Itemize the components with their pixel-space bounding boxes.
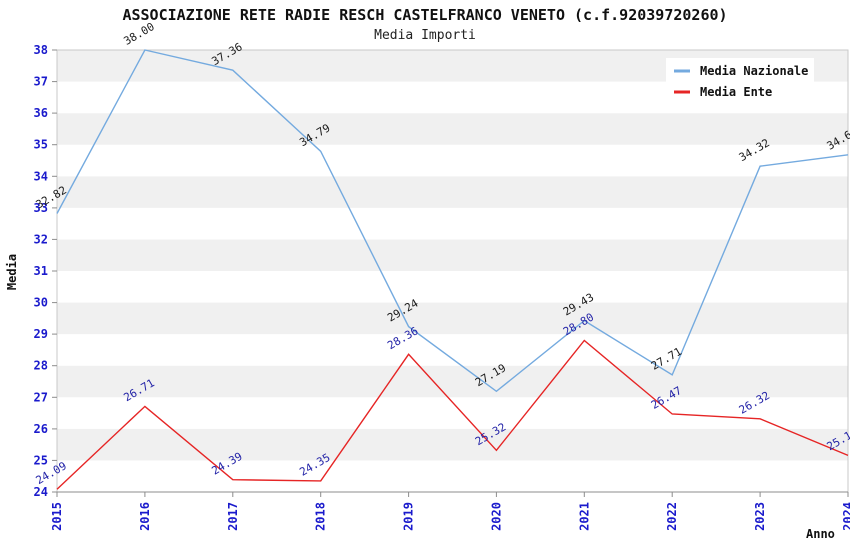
y-tick-label: 33 <box>34 201 48 215</box>
series-line-0 <box>56 49 849 393</box>
y-tick-label: 30 <box>34 296 48 310</box>
grid-band <box>57 428 848 461</box>
y-tick-label: 29 <box>34 327 48 341</box>
x-tick-label: 2018 <box>314 502 328 531</box>
chart-title: ASSOCIAZIONE RETE RADIE RESCH CASTELFRAN… <box>122 6 727 24</box>
legend <box>666 58 814 104</box>
x-tick-label: 2024 <box>841 502 850 531</box>
grid-band <box>57 365 848 398</box>
y-tick-label: 26 <box>34 422 48 436</box>
x-tick-label: 2021 <box>577 502 591 531</box>
y-tick-label: 27 <box>34 390 48 404</box>
x-tick-label: 2016 <box>138 502 152 531</box>
y-tick-label: 24 <box>34 485 48 499</box>
grid-band <box>57 334 848 366</box>
plot-area: 24 25 26 27 28 29 30 31 32 33 34 35 36 37 38 2015 2016 20… <box>5 20 850 541</box>
x-tick-label: 2022 <box>665 502 679 531</box>
x-tick-label: 2017 <box>226 502 240 531</box>
x-tick-label: 2023 <box>753 502 767 531</box>
grid-band <box>57 113 848 145</box>
x-axis-title: Anno <box>806 527 835 541</box>
y-tick-label: 34 <box>34 169 48 183</box>
legend-label: Media Ente <box>700 85 772 99</box>
grid-band <box>57 460 848 492</box>
grid-band <box>57 239 848 271</box>
y-tick-label: 25 <box>34 453 48 467</box>
y-tick-label: 32 <box>34 232 48 246</box>
grid-band <box>57 144 848 177</box>
grid-band <box>57 271 848 303</box>
x-tick-label: 2020 <box>489 502 503 531</box>
x-tick-label: 2019 <box>402 502 416 531</box>
x-tick-label: 2015 <box>50 502 64 531</box>
grid-band <box>57 176 848 208</box>
grid-band <box>57 207 848 240</box>
y-tick-label: 38 <box>34 43 48 57</box>
grid-band <box>57 302 848 335</box>
y-tick-label: 36 <box>34 106 48 120</box>
y-axis-title: Media <box>5 254 19 290</box>
series-line-1 <box>56 339 849 490</box>
point-label: 38.00 <box>122 20 157 48</box>
y-tick-label: 28 <box>34 359 48 373</box>
y-tick-label: 35 <box>34 138 48 152</box>
y-tick-label: 37 <box>34 75 48 89</box>
chart-subtitle: Media Importi <box>374 28 476 43</box>
y-tick-label: 31 <box>34 264 48 278</box>
legend-label: Media Nazionale <box>700 64 808 78</box>
